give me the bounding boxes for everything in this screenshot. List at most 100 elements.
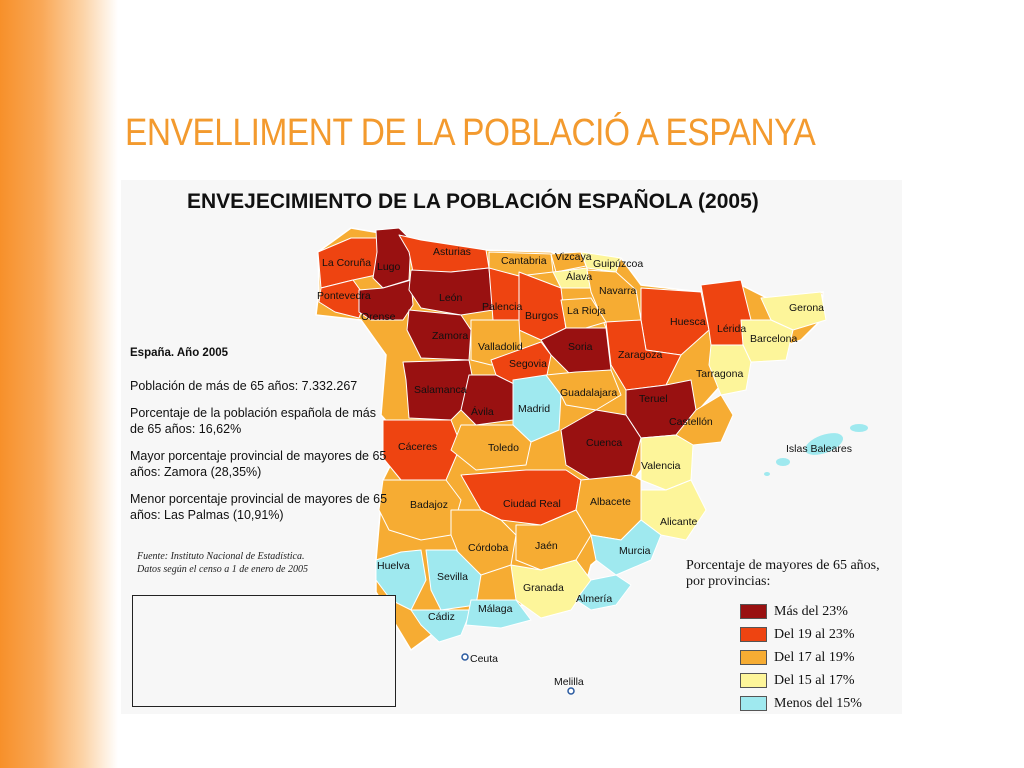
province-region <box>358 279 414 321</box>
source-note: Fuente: Instituto Nacional de Estadístic… <box>137 550 367 576</box>
stats-total-elderly: Población de más de 65 años: 7.332.267 <box>130 379 358 393</box>
province-label: Salamanca <box>414 384 467 396</box>
province-region <box>575 574 632 611</box>
legend-item: Más del 23% <box>686 600 901 623</box>
province-label: Segovia <box>509 358 547 370</box>
province-label: Málaga <box>478 603 513 615</box>
province-label: Córdoba <box>468 542 508 554</box>
province-label: Vizcaya <box>555 251 592 263</box>
province-label: Huesca <box>670 316 706 328</box>
province-region <box>760 291 827 331</box>
province-label: Sevilla <box>437 571 468 583</box>
province-label: Melilla <box>554 676 584 688</box>
province-label: Pontevedra <box>317 290 371 302</box>
province-region <box>590 519 662 576</box>
province-label: Murcia <box>619 545 651 557</box>
province-label: Huelva <box>377 560 410 572</box>
legend-label: Más del 23% <box>774 603 848 619</box>
province-label: Alicante <box>660 516 698 528</box>
province-label: Álava <box>566 270 592 283</box>
stats-lowest-province: Menor porcentaje provincial de mayores d… <box>130 492 388 522</box>
province-label: Cuenca <box>586 437 622 449</box>
legend-label: Menos del 15% <box>774 695 862 711</box>
legend-label: Del 17 al 19% <box>774 649 855 665</box>
province-region <box>545 369 622 411</box>
province-label: Lugo <box>377 261 401 273</box>
legend-swatch <box>740 604 767 619</box>
province-label: Teruel <box>639 393 668 405</box>
province-label: Navarra <box>599 285 637 297</box>
canary-islands-inset <box>132 595 396 707</box>
province-label: Orense <box>361 311 396 323</box>
legend-swatch <box>740 650 767 665</box>
ceuta-marker <box>461 653 469 661</box>
legend-label: Del 15 al 17% <box>774 672 855 688</box>
province-label: Ciudad Real <box>503 498 561 510</box>
province-label: Zaragoza <box>618 349 663 361</box>
stats-highest-province: Mayor porcentaje provincial de mayores d… <box>130 449 387 479</box>
legend-swatch <box>740 696 767 711</box>
province-label: Asturias <box>433 246 471 258</box>
province-region <box>378 479 462 541</box>
island-ibiza <box>776 458 790 466</box>
map-figure: La Coruña Lugo Pontevedra Orense Asturias Leó… <box>121 180 902 714</box>
province-region <box>515 509 592 571</box>
legend: Porcentaje de mayores de 65 años, por pr… <box>686 558 901 714</box>
province-label: Valladolid <box>478 341 523 353</box>
province-label: Jaén <box>535 540 558 552</box>
stats-panel: España. Año 2005 Población de más de 65 … <box>130 345 390 534</box>
legend-item: Del 19 al 23% <box>686 623 901 646</box>
province-label: Granada <box>523 582 564 594</box>
province-label: Lérida <box>717 323 746 335</box>
province-region <box>488 251 554 277</box>
province-label: Barcelona <box>750 333 797 345</box>
legend-item: Del 15 al 17% <box>686 669 901 692</box>
province-label: Guipúzcoa <box>593 258 643 270</box>
melilla-marker <box>567 687 575 695</box>
province-label: Almería <box>576 593 612 605</box>
province-label: La Rioja <box>567 305 606 317</box>
province-label: León <box>439 292 463 304</box>
province-label: Badajoz <box>410 499 448 511</box>
province-region <box>560 409 642 481</box>
legend-item: Menos del 15% <box>686 692 901 714</box>
legend-label: Del 19 al 23% <box>774 626 855 642</box>
stats-heading: España. Año 2005 <box>130 347 229 359</box>
province-label: Cantabria <box>501 255 547 267</box>
province-region <box>450 424 532 471</box>
side-gradient-bar <box>0 0 118 768</box>
province-label: Guadalajara <box>560 387 617 399</box>
island-menorca <box>850 424 868 432</box>
map-title: ENVEJECIMIENTO DE LA POBLACIÓN ESPAÑOLA … <box>187 190 759 213</box>
province-label: Madrid <box>518 403 550 415</box>
province-region <box>560 297 607 331</box>
province-region <box>408 267 494 316</box>
province-label: Islas Baleares <box>786 443 852 455</box>
legend-swatch <box>740 673 767 688</box>
island-mallorca <box>804 433 844 455</box>
legend-swatch <box>740 627 767 642</box>
province-label: Ceuta <box>470 653 498 665</box>
province-label: La Coruña <box>322 257 371 269</box>
source-line: Fuente: Instituto Nacional de Estadístic… <box>137 551 305 562</box>
province-label: Cádiz <box>428 611 455 623</box>
province-label: Albacete <box>590 496 631 508</box>
province-label: Castellón <box>669 416 713 428</box>
province-region <box>318 279 367 319</box>
province-label: Valencia <box>641 460 681 472</box>
province-label: Ávila <box>471 405 494 418</box>
province-region <box>708 344 752 396</box>
province-region <box>465 599 532 629</box>
province-label: Palencia <box>482 301 522 313</box>
province-label: Tarragona <box>696 368 743 380</box>
stats-national-percentage: Porcentaje de la población española de m… <box>130 406 377 436</box>
province-label: Burgos <box>525 310 558 322</box>
province-region <box>605 319 682 391</box>
source-date-line: Datos según el censo a 1 de enero de 200… <box>137 564 308 575</box>
province-region <box>410 609 472 643</box>
province-label: Toledo <box>488 442 519 454</box>
slide-title: ENVELLIMENT DE LA POBLACIÓ A ESPANYA <box>125 112 816 154</box>
province-label: Soria <box>568 341 593 353</box>
province-label: Gerona <box>789 302 824 314</box>
province-label: Zamora <box>432 330 468 342</box>
